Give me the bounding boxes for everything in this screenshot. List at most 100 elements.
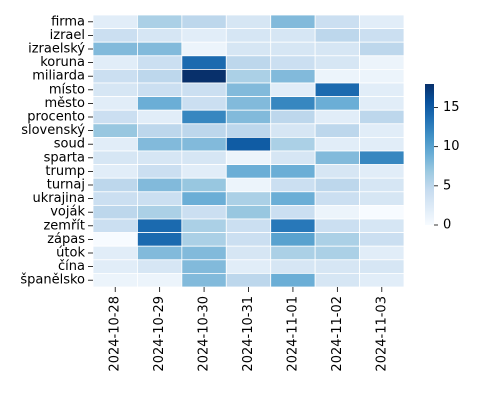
heatmap-cell-čína-2024-10-31 — [225, 259, 272, 274]
y-tick-label: trump — [45, 164, 85, 179]
y-tick-label: soud — [54, 137, 85, 152]
heatmap-cell-izraelský-2024-10-28 — [92, 41, 138, 57]
heatmap-cell-firma-2024-10-31 — [225, 14, 272, 30]
heatmap-cell-město-2024-10-31 — [225, 96, 272, 111]
heatmap-cell-sparta-2024-10-28 — [92, 150, 138, 166]
heatmap-cell-zemřít-2024-11-02 — [314, 218, 360, 234]
heatmap-cell-turnaj-2024-11-01 — [270, 177, 316, 193]
heatmap-cell-ukrajina-2024-11-03 — [359, 191, 405, 206]
y-tick-label: koruna — [40, 55, 85, 70]
heatmap-cell-město-2024-10-29 — [137, 96, 183, 111]
y-tick-label: izraelský — [28, 42, 85, 57]
heatmap-cell-útok-2024-11-03 — [359, 245, 405, 261]
heatmap-cell-voják-2024-11-02 — [314, 204, 360, 220]
heatmap-cell-slovenský-2024-11-02 — [314, 123, 360, 138]
heatmap-cell-izrael-2024-10-31 — [225, 28, 272, 43]
heatmap-cell-ukrajina-2024-10-29 — [137, 191, 183, 206]
heatmap-cell-místo-2024-10-30 — [181, 82, 227, 98]
heatmap-cell-koruna-2024-11-02 — [314, 55, 360, 70]
heatmap-cell-koruna-2024-10-28 — [92, 55, 138, 70]
heatmap-cell-čína-2024-11-02 — [314, 259, 360, 274]
heatmap-cell-španělsko-2024-10-28 — [92, 272, 138, 288]
heatmap-cell-voják-2024-11-01 — [270, 204, 316, 220]
heatmap-cell-slovenský-2024-10-31 — [225, 123, 272, 138]
y-tick-label: zápas — [47, 232, 85, 247]
heatmap-cell-miliarda-2024-11-01 — [270, 69, 316, 84]
heatmap-cell-ukrajina-2024-11-01 — [270, 191, 316, 206]
x-tick-label: 2024-10-28 — [108, 296, 123, 372]
y-tick-label: ukrajina — [32, 191, 85, 206]
heatmap-cell-izraelský-2024-11-01 — [270, 41, 316, 57]
heatmap-cell-procento-2024-10-30 — [181, 109, 227, 125]
heatmap-cell-španělsko-2024-11-03 — [359, 272, 405, 288]
heatmap-cell-izraelský-2024-10-30 — [181, 41, 227, 57]
heatmap-cell-sparta-2024-11-01 — [270, 150, 316, 166]
heatmap-cell-sparta-2024-10-30 — [181, 150, 227, 166]
heatmap-cell-procento-2024-10-28 — [92, 109, 138, 125]
heatmap-cell-procento-2024-11-03 — [359, 109, 405, 125]
heatmap-cell-izraelský-2024-10-31 — [225, 41, 272, 57]
heatmap-cell-místo-2024-10-28 — [92, 82, 138, 98]
heatmap-cell-firma-2024-11-01 — [270, 14, 316, 30]
heatmap-cell-slovenský-2024-10-29 — [137, 123, 183, 138]
x-tick-label: 2024-10-30 — [197, 296, 212, 372]
heatmap-cell-miliarda-2024-11-03 — [359, 69, 405, 84]
heatmap-cell-trump-2024-10-31 — [225, 164, 272, 179]
heatmap-cell-firma-2024-10-30 — [181, 14, 227, 30]
heatmap-cell-španělsko-2024-11-02 — [314, 272, 360, 288]
x-tick-labels: 2024-10-28 2024-10-29 2024-10-30 2024-10-31… — [108, 287, 389, 372]
y-tick-label: město — [45, 96, 86, 111]
heatmap-cell-čína-2024-10-29 — [137, 259, 183, 274]
x-tick-label: 2024-11-02 — [330, 296, 345, 372]
heatmap-cell-soud-2024-10-28 — [92, 136, 138, 152]
y-tick-label: turnaj — [47, 178, 85, 193]
heatmap-cell-zápas-2024-11-03 — [359, 232, 405, 247]
heatmap-cells — [92, 14, 405, 288]
heatmap-cell-zápas-2024-10-28 — [92, 232, 138, 247]
heatmap-cell-zápas-2024-10-29 — [137, 232, 183, 247]
y-tick-label: miliarda — [32, 69, 85, 84]
heatmap-cell-sparta-2024-10-29 — [137, 150, 183, 166]
heatmap-cell-soud-2024-11-03 — [359, 136, 405, 152]
heatmap-cell-slovenský-2024-11-03 — [359, 123, 405, 138]
heatmap-cell-ukrajina-2024-10-31 — [225, 191, 272, 206]
heatmap-cell-miliarda-2024-10-31 — [225, 69, 272, 84]
y-tick-label: izrael — [50, 28, 85, 43]
heatmap-cell-slovenský-2024-10-30 — [181, 123, 227, 138]
heatmap-cell-slovenský-2024-11-01 — [270, 123, 316, 138]
y-tick-label: španělsko — [20, 273, 85, 288]
colorbar-tick-label: 10 — [443, 139, 460, 154]
heatmap-cell-procento-2024-10-29 — [137, 109, 183, 125]
heatmap-cell-miliarda-2024-10-29 — [137, 69, 183, 84]
heatmap-cell-firma-2024-10-28 — [92, 14, 138, 30]
heatmap-cell-voják-2024-10-30 — [181, 204, 227, 220]
heatmap-cell-izraelský-2024-10-29 — [137, 41, 183, 57]
heatmap-cell-turnaj-2024-10-30 — [181, 177, 227, 193]
heatmap-cell-izrael-2024-11-01 — [270, 28, 316, 43]
heatmap-cell-koruna-2024-11-01 — [270, 55, 316, 70]
heatmap-cell-zemřít-2024-10-31 — [225, 218, 272, 234]
heatmap-cell-zemřít-2024-11-01 — [270, 218, 316, 234]
heatmap-cell-ukrajina-2024-10-30 — [181, 191, 227, 206]
colorbar-tick-label: 5 — [443, 178, 451, 193]
heatmap-cell-miliarda-2024-10-28 — [92, 69, 138, 84]
heatmap-cell-miliarda-2024-11-02 — [314, 69, 360, 84]
heatmap-cell-zemřít-2024-10-29 — [137, 218, 183, 234]
heatmap-cell-čína-2024-10-28 — [92, 259, 138, 274]
heatmap-cell-ukrajina-2024-10-28 — [92, 191, 138, 206]
heatmap-cell-zemřít-2024-10-28 — [92, 218, 138, 234]
heatmap-cell-útok-2024-10-31 — [225, 245, 272, 261]
heatmap-cell-koruna-2024-10-31 — [225, 55, 272, 70]
heatmap-cell-miliarda-2024-10-30 — [181, 69, 227, 84]
x-tick-label: 2024-11-01 — [285, 296, 300, 372]
colorbar-tick-label: 0 — [443, 218, 451, 233]
heatmap-cell-místo-2024-10-31 — [225, 82, 272, 98]
heatmap-cell-voják-2024-10-29 — [137, 204, 183, 220]
heatmap-cell-voják-2024-11-03 — [359, 204, 405, 220]
heatmap-cell-ukrajina-2024-11-02 — [314, 191, 360, 206]
heatmap-cell-zápas-2024-10-31 — [225, 232, 272, 247]
heatmap-cell-zápas-2024-10-30 — [181, 232, 227, 247]
heatmap-cell-útok-2024-10-29 — [137, 245, 183, 261]
heatmap-cell-koruna-2024-10-29 — [137, 55, 183, 70]
heatmap-cell-město-2024-10-30 — [181, 96, 227, 111]
